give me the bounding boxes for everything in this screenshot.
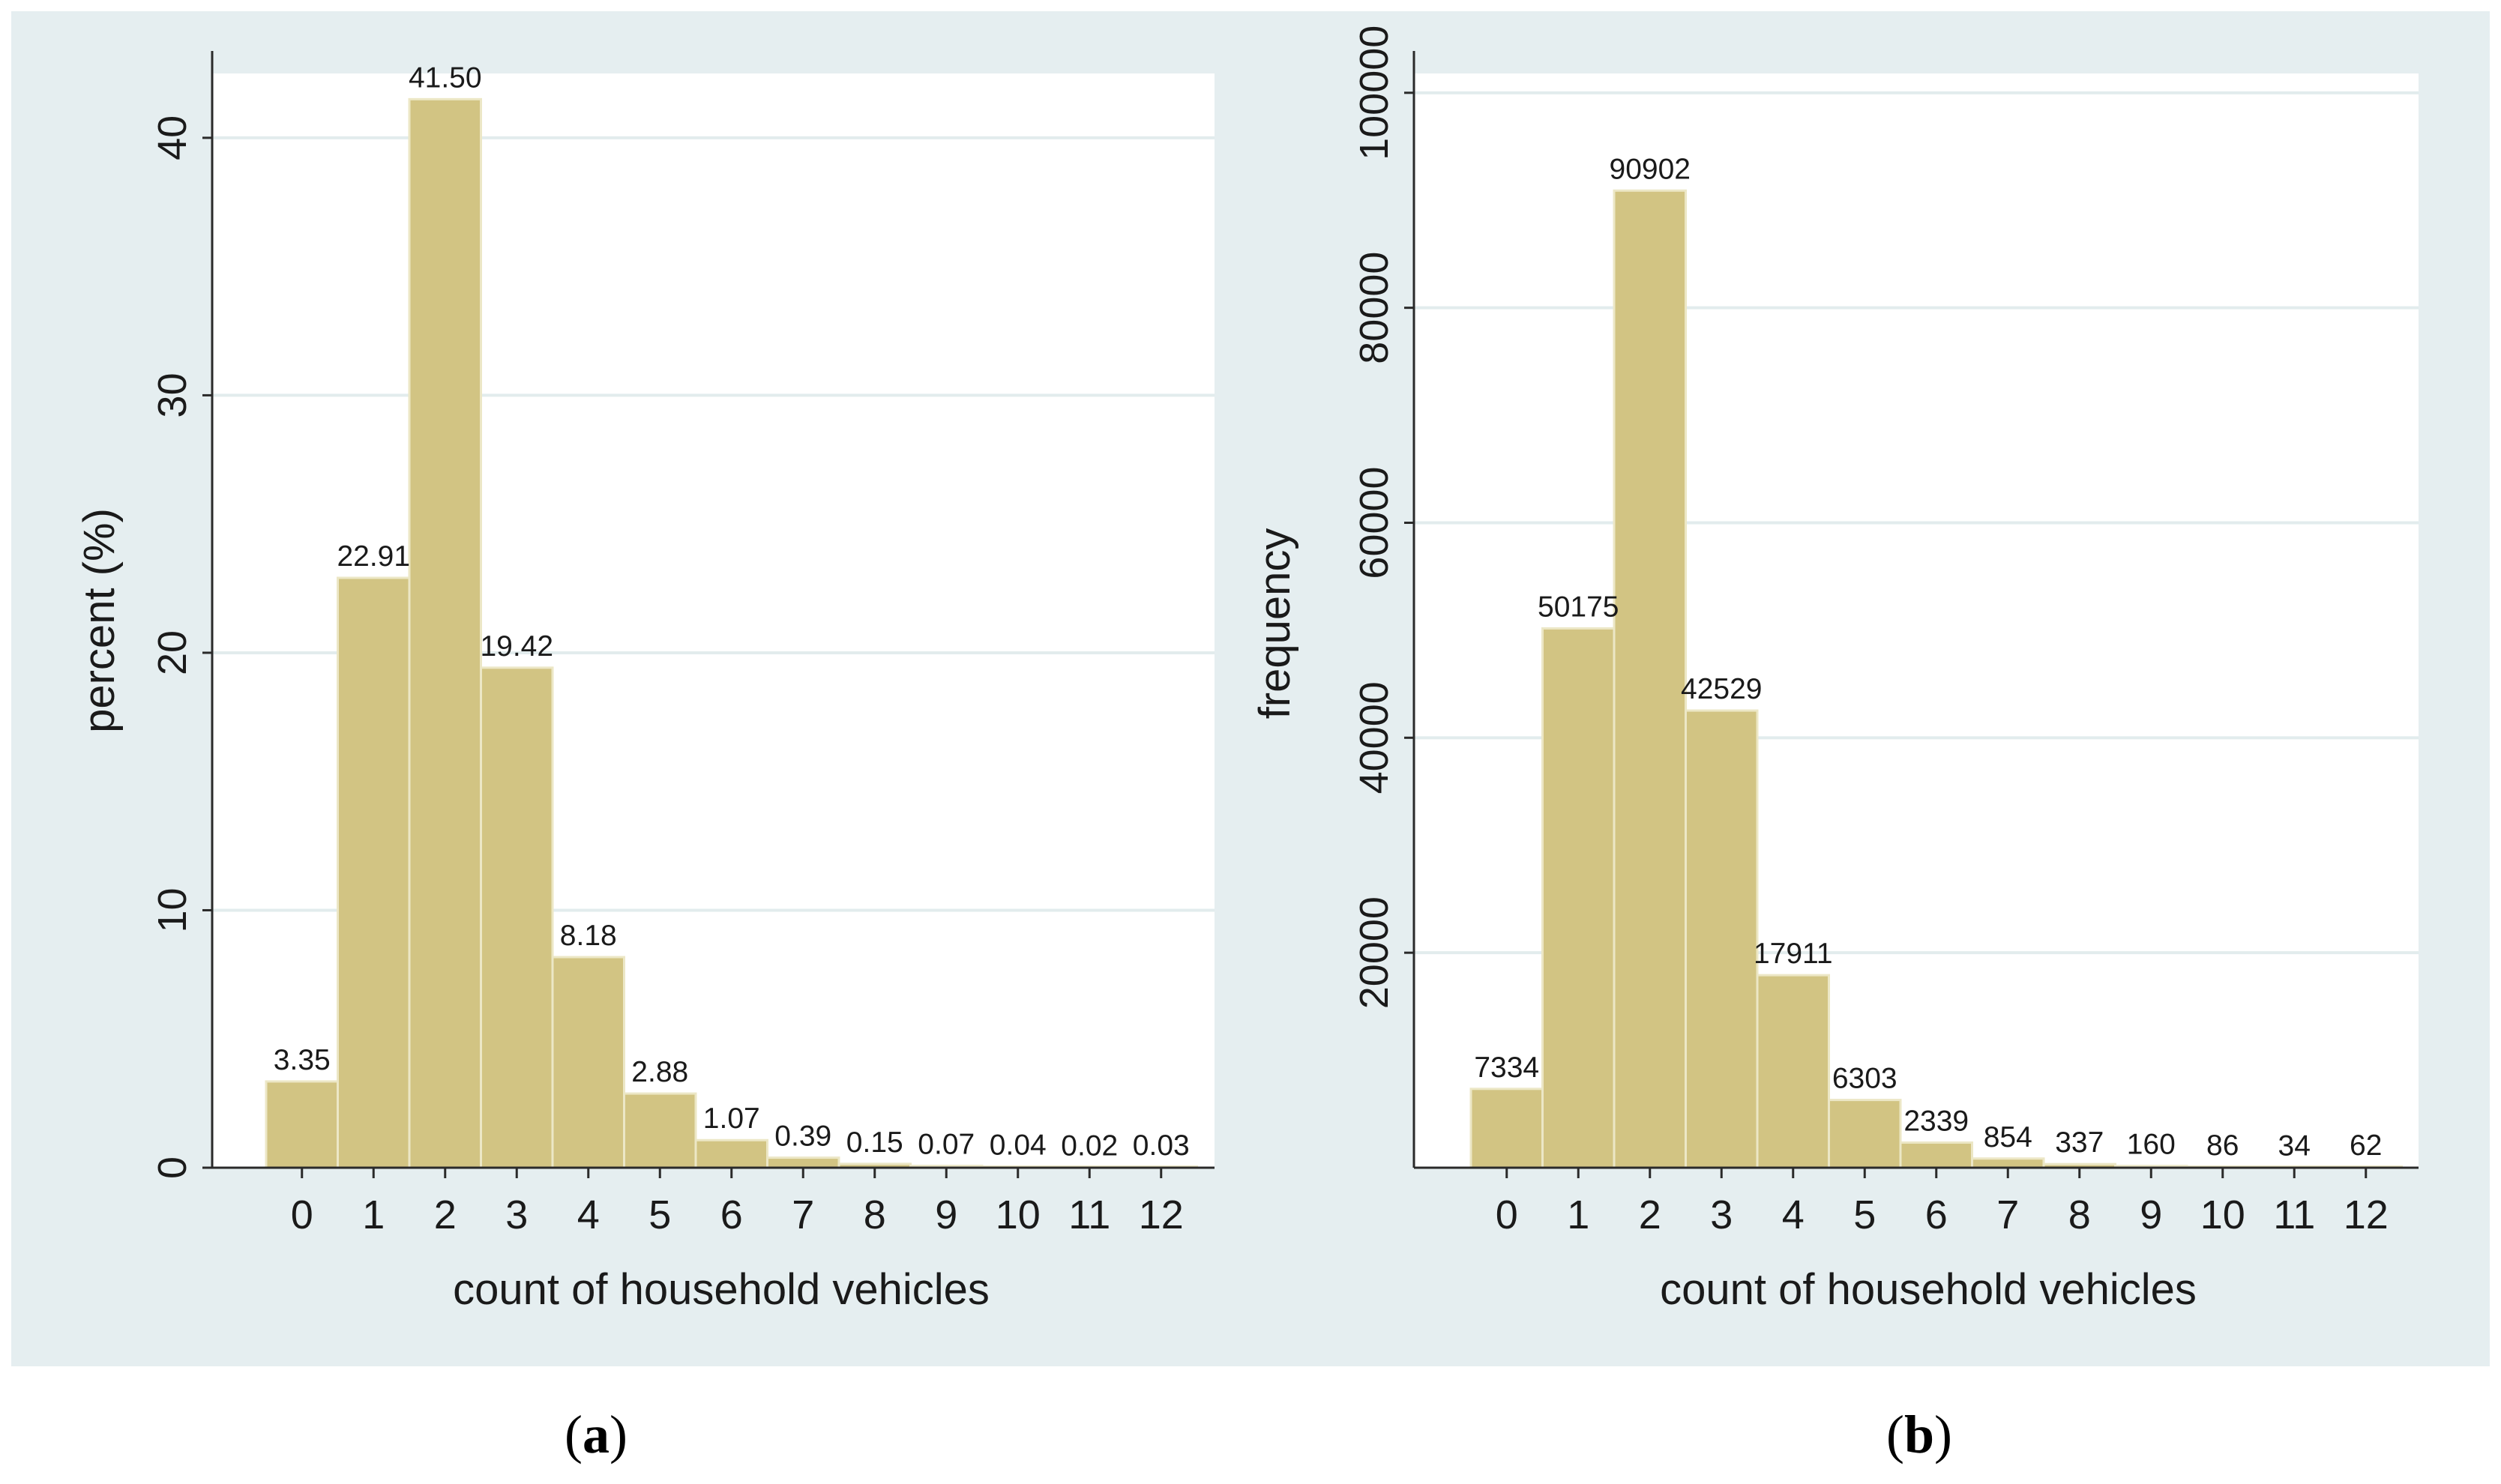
x-tick-label-b-4: 4 (1782, 1192, 1805, 1237)
panel-label-b: (b) (1886, 1405, 1952, 1465)
x-tick-label-a-6: 6 (720, 1192, 743, 1237)
value-label-b-10: 86 (2206, 1129, 2239, 1162)
x-ticks-a: 0 1 2 3 4 5 6 7 8 9 10 11 12 (291, 1168, 1184, 1237)
value-label-a-11: 0.02 (1061, 1129, 1118, 1162)
value-label-a-12: 0.03 (1133, 1129, 1190, 1162)
y-tick-label-a-2: 20 (150, 630, 195, 675)
bar-b-3 (1685, 709, 1759, 1169)
value-label-a-4: 8.18 (560, 920, 617, 952)
value-label-b-1: 50175 (1538, 591, 1619, 623)
y-tick-label-b-4: 100000 (1352, 25, 1397, 160)
bar-a-4 (551, 956, 625, 1169)
x-tick-label-b-0: 0 (1496, 1192, 1518, 1237)
bar-b-5 (1828, 1099, 1902, 1169)
x-tick-label-b-7: 7 (1996, 1192, 2019, 1237)
y-tick-label-b-3: 80000 (1352, 252, 1397, 364)
value-label-b-0: 7334 (1474, 1052, 1539, 1084)
value-label-a-6: 1.07 (703, 1103, 760, 1135)
value-label-b-11: 34 (2278, 1130, 2311, 1162)
bar-b-6 (1899, 1141, 1973, 1169)
y-tick-label-a-3: 30 (150, 372, 195, 417)
y-axis-title-b: frequency (1250, 528, 1299, 720)
x-tick-label-a-12: 12 (1139, 1192, 1184, 1237)
x-axis-title-b: count of household vehicles (1660, 1265, 2197, 1314)
x-tick-label-b-9: 9 (2140, 1192, 2162, 1237)
y-tick-label-b-1: 40000 (1352, 681, 1397, 794)
x-axis-title-a: count of household vehicles (453, 1265, 990, 1314)
value-label-b-12: 62 (2350, 1129, 2382, 1162)
x-tick-label-b-2: 2 (1639, 1192, 1661, 1237)
y-tick-label-a-4: 40 (150, 115, 195, 160)
value-label-b-5: 6303 (1832, 1063, 1897, 1095)
value-label-b-3: 42529 (1681, 673, 1762, 705)
x-tick-label-a-1: 1 (362, 1192, 385, 1237)
axes-b (1412, 51, 2419, 1169)
value-label-b-6: 2339 (1903, 1105, 1969, 1137)
value-label-a-10: 0.04 (990, 1129, 1047, 1162)
bar-b-4 (1756, 974, 1830, 1169)
value-label-b-9: 160 (2127, 1129, 2176, 1161)
y-tick-label-a-0: 0 (150, 1156, 195, 1179)
x-tick-label-a-0: 0 (291, 1192, 313, 1237)
y-tick-label-b-0: 20000 (1352, 896, 1397, 1009)
x-tick-label-a-8: 8 (864, 1192, 886, 1237)
value-label-a-2: 41.50 (409, 61, 482, 94)
x-tick-label-a-7: 7 (792, 1192, 814, 1237)
x-tick-label-a-11: 11 (1068, 1192, 1110, 1237)
value-label-b-7: 854 (1984, 1121, 2032, 1153)
value-labels-a: 3.35 22.91 41.50 19.42 8.18 2.88 1.07 0.39 0.15 0… (274, 61, 1190, 1162)
x-tick-label-b-6: 6 (1925, 1192, 1948, 1237)
axes-a (211, 51, 1215, 1169)
value-label-a-8: 0.15 (846, 1126, 903, 1159)
bar-b-2 (1613, 189, 1687, 1169)
bar-a-1 (337, 576, 411, 1169)
x-tick-label-a-9: 9 (935, 1192, 957, 1237)
value-label-a-5: 2.88 (631, 1056, 688, 1088)
y-axis-title-a: percent (%) (75, 508, 124, 733)
y-tick-label-b-2: 60000 (1352, 466, 1397, 579)
value-label-b-8: 337 (2055, 1126, 2104, 1159)
y-ticks-b: 20000 40000 60000 80000 100000 (1352, 25, 1414, 1009)
bar-a-6 (694, 1138, 768, 1169)
x-tick-label-b-8: 8 (2068, 1192, 2091, 1237)
bar-a-3 (480, 666, 554, 1169)
bars-b (1469, 189, 2403, 1169)
x-tick-label-b-10: 10 (2200, 1192, 2245, 1237)
bar-b-1 (1541, 627, 1616, 1169)
value-label-a-1: 22.91 (337, 540, 410, 573)
bar-a-7 (766, 1156, 840, 1169)
x-tick-label-a-2: 2 (434, 1192, 457, 1237)
x-tick-label-b-5: 5 (1853, 1192, 1876, 1237)
value-label-b-4: 17911 (1754, 938, 1833, 970)
x-tick-label-b-11: 11 (2273, 1192, 2315, 1237)
value-label-a-3: 19.42 (480, 630, 553, 663)
x-tick-label-a-3: 3 (505, 1192, 528, 1237)
x-ticks-b: 0 1 2 3 4 5 6 7 8 9 10 11 12 (1496, 1168, 2389, 1237)
x-tick-label-b-3: 3 (1710, 1192, 1733, 1237)
bar-a-2 (408, 97, 482, 1169)
x-tick-label-a-10: 10 (996, 1192, 1041, 1237)
bar-b-7 (1971, 1157, 2045, 1169)
bar-a-5 (623, 1092, 697, 1169)
x-tick-label-a-4: 4 (577, 1192, 600, 1237)
value-label-a-9: 0.07 (918, 1129, 975, 1161)
x-tick-label-a-5: 5 (648, 1192, 671, 1237)
y-tick-label-a-1: 10 (150, 887, 195, 932)
y-ticks-a: 0 10 20 30 40 (150, 115, 212, 1179)
value-label-b-2: 90902 (1610, 153, 1691, 185)
value-label-a-0: 3.35 (274, 1044, 331, 1076)
x-tick-label-b-12: 12 (2344, 1192, 2389, 1237)
x-tick-label-b-1: 1 (1567, 1192, 1589, 1237)
bar-a-0 (265, 1080, 339, 1169)
value-label-a-7: 0.39 (774, 1120, 831, 1153)
panel-label-a: (a) (565, 1405, 627, 1465)
bar-b-0 (1469, 1088, 1544, 1169)
